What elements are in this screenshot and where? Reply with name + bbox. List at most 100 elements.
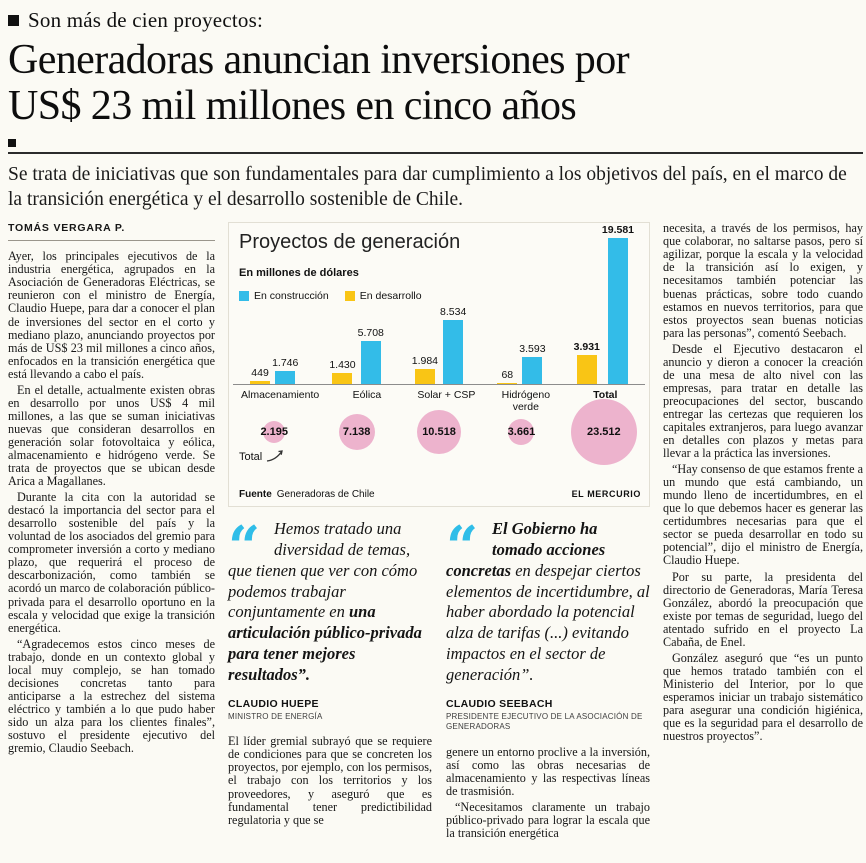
bar-unit: 19.581 [601,224,635,385]
bar-value-label: 1.430 [329,359,356,372]
article-paragraph: Desde el Ejecutivo destacaron el anuncio… [663,341,863,461]
bar-pair: 3.931 19.581 [574,224,635,385]
bar-value-label: 3.593 [519,343,546,356]
legend-label: En construcción [254,290,329,303]
total-cell: 23.512 [563,399,645,466]
bar-value-label: 5.708 [357,327,384,340]
total-value-label: 23.512 [587,426,621,439]
headline-line-1: Generadoras anuncian inversiones por [8,37,630,83]
chart-source: Fuente Generadoras de Chile [239,489,375,500]
bar-unit: 3.931 [574,341,600,385]
chart-title: Proyectos de generación [239,231,461,254]
article-body: TOMÁS VERGARA P. Ayer, los principales e… [8,222,863,843]
chart-subtitle: En millones de dólares [239,267,359,280]
kicker-bullet-icon [8,15,19,26]
bar [275,371,296,385]
quote-author: CLAUDIO HUEPE [228,697,319,710]
bar [360,341,381,385]
bar [332,373,353,385]
legend-swatch-icon [239,291,249,302]
legend-label: En desarrollo [359,290,422,303]
bar-value-label: 68 [501,369,514,382]
section-bullet-icon [8,139,16,148]
kicker-row: Son más de cien proyectos: [8,8,863,33]
article-paragraph: “Agradecemos estos cinco meses de trabaj… [8,636,215,756]
legend-swatch-icon [344,291,355,302]
bar-pair: 68 3.593 [497,343,546,385]
total-pointer-label: Total [239,451,263,464]
bar-value-label: 1.984 [411,355,439,368]
article-paragraph: Ayer, los principales ejecutivos de la i… [8,249,215,381]
total-circle [338,414,375,451]
bar-group: 1.430 5.708 [315,327,397,385]
chart-total-pointer: Total [239,447,287,463]
total-circle [570,399,637,466]
subhead: Se trata de iniciativas que son fundamen… [8,164,847,211]
bar-value-label: 19.581 [601,224,635,237]
generation-projects-chart: Proyectos de generación En millones de d… [228,222,650,508]
headline: Generadoras anuncian inversiones por US$… [8,37,863,129]
bar-group: 1.984 8.534 [398,306,480,385]
article-paragraph: necesita, a través de los permisos, hay … [663,221,863,340]
category-label: Solar + CSP [417,389,476,402]
left-column-text: Ayer, los principales ejecutivos de la i… [8,250,215,755]
category-label: Total [593,389,618,402]
article-paragraph: El líder gremial subrayó que se requiere… [228,734,432,827]
bar-unit: 1.984 [411,355,439,385]
bar [607,238,628,385]
quote-mark-icon: “ [446,519,479,554]
bar-value-label: 8.534 [440,306,467,319]
quote-segment: en despejar ciertos elementos de incerti… [446,560,650,684]
left-column: TOMÁS VERGARA P. Ayer, los principales e… [8,222,215,758]
total-cell: 2.195 [233,399,315,465]
kicker: Son más de cien proyectos: [28,8,263,32]
source-name: Generadoras de Chile [276,489,375,501]
bar-value-label: 449 [251,367,269,380]
legend-item: En construcción [239,290,329,302]
pull-quote-seebach: “ El Gobierno ha tomado acciones concret… [446,519,650,733]
bar-value-label: 1.746 [272,357,299,370]
article-paragraph: “Necesitamos claramente un trabajo públi… [446,800,650,841]
total-value-label: 10.518 [422,426,456,439]
bar [250,381,271,385]
middle-column: Proyectos de generación En millones de d… [228,222,650,843]
bar-unit: 1.430 [329,359,356,385]
bar-group: 3.931 19.581 [563,224,645,385]
chart-totals-row: 2.195 7.138 10.518 3.661 23.512 [233,399,645,466]
quote-segment-bold: El Gobierno ha tomado acciones concretas [446,519,606,580]
byline: TOMÁS VERGARA P. [8,222,215,242]
total-cell: 3.661 [480,399,562,465]
article-paragraph: En el detalle, actualmente existen obras… [8,382,215,489]
chart-plot: 449 1.746 1.430 5.708 1.984 8.534 68 3.593 3.931… [233,224,645,386]
paper-credit: EL MERCURIO [571,489,641,500]
category-label: Hidrógeno verde [501,389,551,414]
total-circle [263,421,286,444]
total-cell: 10.518 [398,399,480,465]
quote-text: El Gobierno ha tomado acciones concretas… [446,519,650,685]
chart-legend: En construcción En desarrollo [239,290,422,302]
quote-author-role: MINISTRO DE ENERGÍA [228,711,323,721]
quote-author: CLAUDIO SEEBACH [446,697,553,710]
quote-column-huepe: “ Hemos tratado una diversidad de temas,… [228,519,432,843]
total-cell: 7.138 [315,399,397,465]
chart-footer: Fuente Generadoras de Chile EL MERCURIO [239,489,641,500]
headline-line-2: US$ 23 mil millones en cinco años [8,83,577,130]
middle-lower-columns: “ Hemos tratado una diversidad de temas,… [228,519,650,843]
bar [497,383,518,385]
bar-pair: 1.430 5.708 [329,327,384,385]
bar-group: 68 3.593 [480,343,562,385]
bar-unit: 3.593 [519,343,546,385]
bar-unit: 5.708 [357,327,384,385]
bar-unit: 68 [497,369,518,385]
chart-category-labels: Almacenamiento Eólica Solar + CSP Hidrógeno… [233,390,645,414]
bar [522,357,543,385]
bar [576,355,597,385]
article-paragraph: genere un entorno proclive a la inversió… [446,745,650,799]
header-rule [8,152,863,155]
bar-unit: 449 [250,367,271,385]
bar-unit: 8.534 [440,306,467,385]
quote-mark-icon: “ [228,519,261,554]
bar-pair: 449 1.746 [250,357,299,385]
total-value-label: 7.138 [342,426,371,439]
